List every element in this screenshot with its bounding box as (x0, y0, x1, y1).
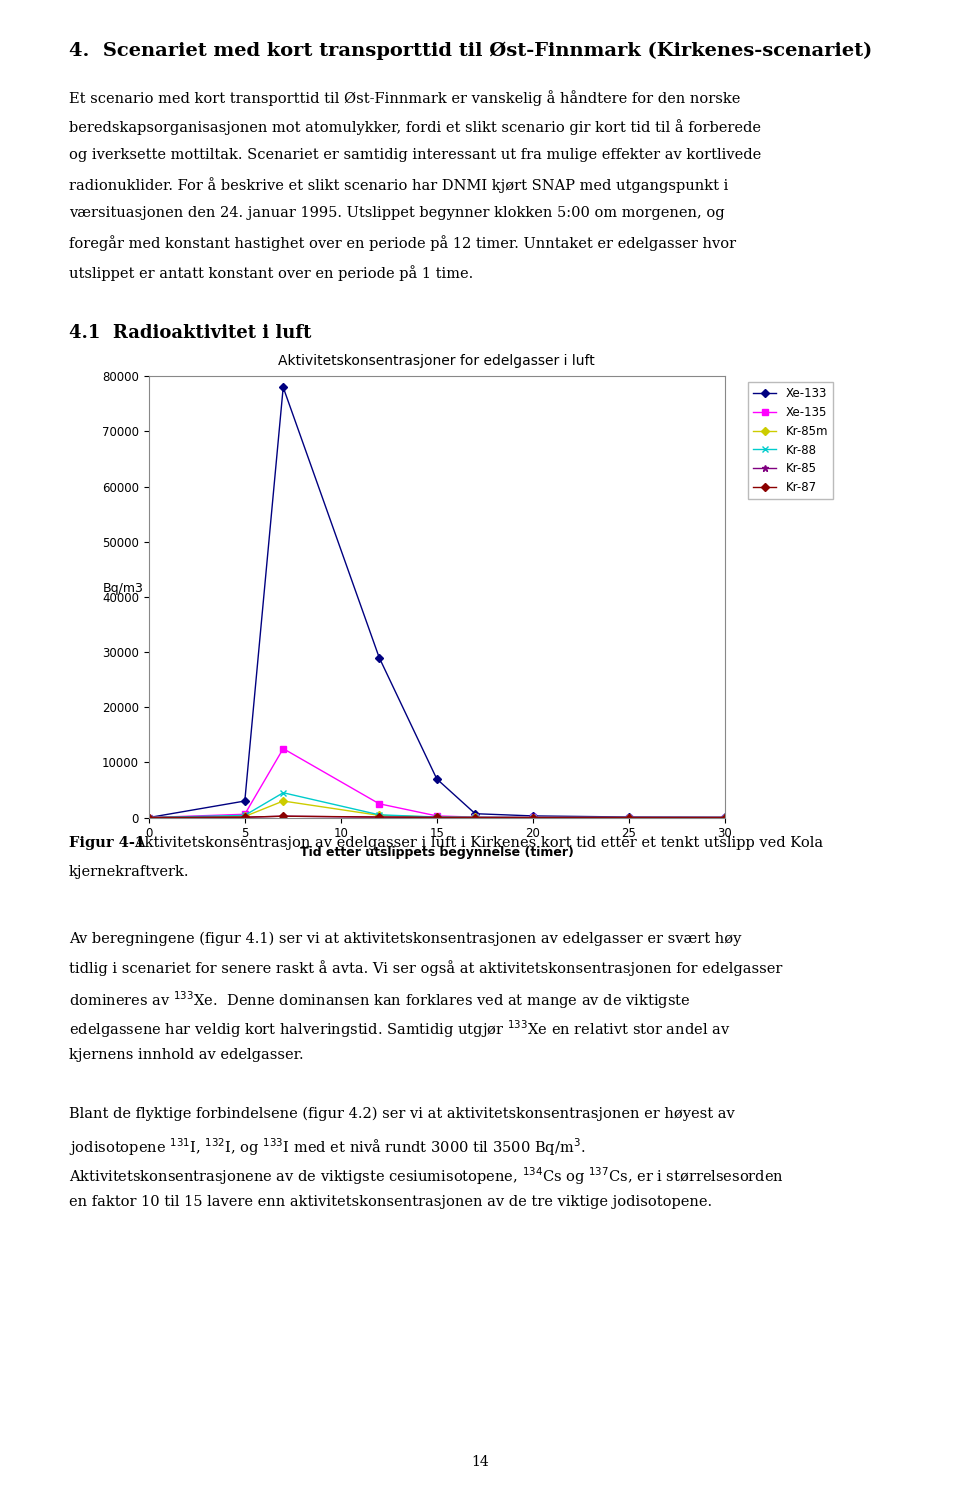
Text: foregår med konstant hastighet over en periode på 12 timer. Unntaket er edelgass: foregår med konstant hastighet over en p… (69, 235, 736, 251)
Text: edelgassene har veldig kort halveringstid. Samtidig utgjør $^{133}$Xe en relativ: edelgassene har veldig kort halveringsti… (69, 1019, 731, 1041)
Xe-133 (239, 791, 251, 809)
Kr-88 (719, 808, 731, 826)
Xe-133 (143, 808, 155, 826)
Xe-135 (469, 808, 481, 826)
Kr-87 (143, 808, 155, 826)
Kr-85 (719, 808, 731, 826)
Text: Et scenario med kort transporttid til Øst-Finnmark er vanskelig å håndtere for d: Et scenario med kort transporttid til Øs… (69, 90, 740, 106)
Kr-87 (527, 808, 539, 826)
Legend: Xe-133, Xe-135, Kr-85m, Kr-88, Kr-85, Kr-87: Xe-133, Xe-135, Kr-85m, Kr-88, Kr-85, Kr… (748, 381, 833, 500)
Text: Bq/m3: Bq/m3 (103, 582, 144, 594)
Kr-85m (431, 808, 443, 826)
Text: Blant de flyktige forbindelsene (figur 4.2) ser vi at aktivitetskonsentrasjonen : Blant de flyktige forbindelsene (figur 4… (69, 1107, 734, 1122)
Kr-85m (143, 808, 155, 826)
Kr-85m (623, 808, 635, 826)
Text: beredskapsorganisasjonen mot atomulykker, fordi et slikt scenario gir kort tid t: beredskapsorganisasjonen mot atomulykker… (69, 120, 761, 135)
Xe-135 (623, 808, 635, 826)
Text: jodisotopene $^{131}$I, $^{132}$I, og $^{133}$I med et nivå rundt 3000 til 3500 : jodisotopene $^{131}$I, $^{132}$I, og $^… (69, 1137, 586, 1158)
Kr-88 (277, 784, 289, 802)
Text: kjernens innhold av edelgasser.: kjernens innhold av edelgasser. (69, 1047, 303, 1062)
Text: utslippet er antatt konstant over en periode på 1 time.: utslippet er antatt konstant over en per… (69, 265, 473, 281)
Kr-85m (527, 808, 539, 826)
Xe-135 (143, 808, 155, 826)
Kr-85 (143, 808, 155, 826)
Kr-87 (719, 808, 731, 826)
Xe-133 (719, 808, 731, 826)
Kr-88 (373, 806, 385, 824)
Text: radionuklider. For å beskrive et slikt scenario har DNMI kjørt SNAP med utgangsp: radionuklider. For å beskrive et slikt s… (69, 177, 729, 193)
Xe-135 (719, 808, 731, 826)
Xe-135 (373, 794, 385, 812)
Text: Aktivitetskonsentrasjonene av de viktigste cesiumisotopene, $^{134}$Cs og $^{137: Aktivitetskonsentrasjonene av de viktigs… (69, 1165, 784, 1188)
Kr-85m (373, 806, 385, 824)
Kr-85 (623, 808, 635, 826)
Kr-85 (469, 808, 481, 826)
Text: en faktor 10 til 15 lavere enn aktivitetskonsentrasjonen av de tre viktige jodis: en faktor 10 til 15 lavere enn aktivitet… (69, 1194, 712, 1209)
Line: Xe-133: Xe-133 (146, 384, 728, 820)
Xe-133 (431, 770, 443, 788)
Kr-88 (143, 808, 155, 826)
Kr-85m (719, 808, 731, 826)
Kr-87 (431, 808, 443, 826)
Xe-133 (277, 378, 289, 396)
Kr-88 (431, 808, 443, 826)
Kr-85m (239, 808, 251, 826)
Kr-85 (239, 808, 251, 826)
Kr-88 (469, 808, 481, 826)
Text: Aktivitetskonsentrasjon av edelgasser i luft i Kirkenes kort tid etter et tenkt : Aktivitetskonsentrasjon av edelgasser i … (134, 835, 824, 850)
Text: tidlig i scenariet for senere raskt å avta. Vi ser også at aktivitetskonsentrasj: tidlig i scenariet for senere raskt å av… (69, 960, 782, 977)
Xe-135 (431, 806, 443, 824)
Kr-87 (469, 808, 481, 826)
Line: Kr-87: Kr-87 (146, 814, 728, 820)
Text: Av beregningene (figur 4.1) ser vi at aktivitetskonsentrasjonen av edelgasser er: Av beregningene (figur 4.1) ser vi at ak… (69, 931, 741, 945)
X-axis label: Tid etter utslippets begynnelse (timer): Tid etter utslippets begynnelse (timer) (300, 845, 574, 859)
Line: Xe-135: Xe-135 (146, 747, 728, 820)
Xe-133 (373, 649, 385, 667)
Text: domineres av $^{133}$Xe.  Denne dominansen kan forklares ved at mange av de vikt: domineres av $^{133}$Xe. Denne dominanse… (69, 990, 690, 1011)
Kr-85 (373, 808, 385, 826)
Xe-133 (469, 805, 481, 823)
Xe-135 (527, 808, 539, 826)
Kr-88 (623, 808, 635, 826)
Kr-85 (431, 808, 443, 826)
Text: 4.  Scenariet med kort transporttid til Øst-Finnmark (Kirkenes-scenariet): 4. Scenariet med kort transporttid til Ø… (69, 42, 873, 60)
Kr-88 (527, 808, 539, 826)
Line: Kr-85: Kr-85 (145, 812, 729, 821)
Kr-87 (239, 808, 251, 826)
Text: 14: 14 (471, 1456, 489, 1469)
Kr-85 (527, 808, 539, 826)
Kr-85 (277, 808, 289, 826)
Kr-85m (469, 808, 481, 826)
Kr-88 (239, 806, 251, 824)
Xe-135 (239, 805, 251, 823)
Xe-135 (277, 739, 289, 757)
Text: Figur 4-1: Figur 4-1 (69, 835, 145, 850)
Text: 4.1  Radioaktivitet i luft: 4.1 Radioaktivitet i luft (69, 323, 311, 343)
Text: værsituasjonen den 24. januar 1995. Utslippet begynner klokken 5:00 om morgenen,: værsituasjonen den 24. januar 1995. Utsl… (69, 206, 725, 220)
Text: kjernekraftverk.: kjernekraftverk. (69, 865, 190, 878)
Kr-85m (277, 791, 289, 809)
Kr-87 (623, 808, 635, 826)
Line: Kr-85m: Kr-85m (146, 799, 728, 820)
Xe-133 (623, 808, 635, 826)
Title: Aktivitetskonsentrasjoner for edelgasser i luft: Aktivitetskonsentrasjoner for edelgasser… (278, 355, 595, 368)
Xe-133 (527, 806, 539, 824)
Line: Kr-88: Kr-88 (145, 790, 729, 821)
Kr-87 (277, 808, 289, 826)
Text: og iverksette mottiltak. Scenariet er samtidig interessant ut fra mulige effekte: og iverksette mottiltak. Scenariet er sa… (69, 148, 761, 162)
Kr-87 (373, 808, 385, 826)
